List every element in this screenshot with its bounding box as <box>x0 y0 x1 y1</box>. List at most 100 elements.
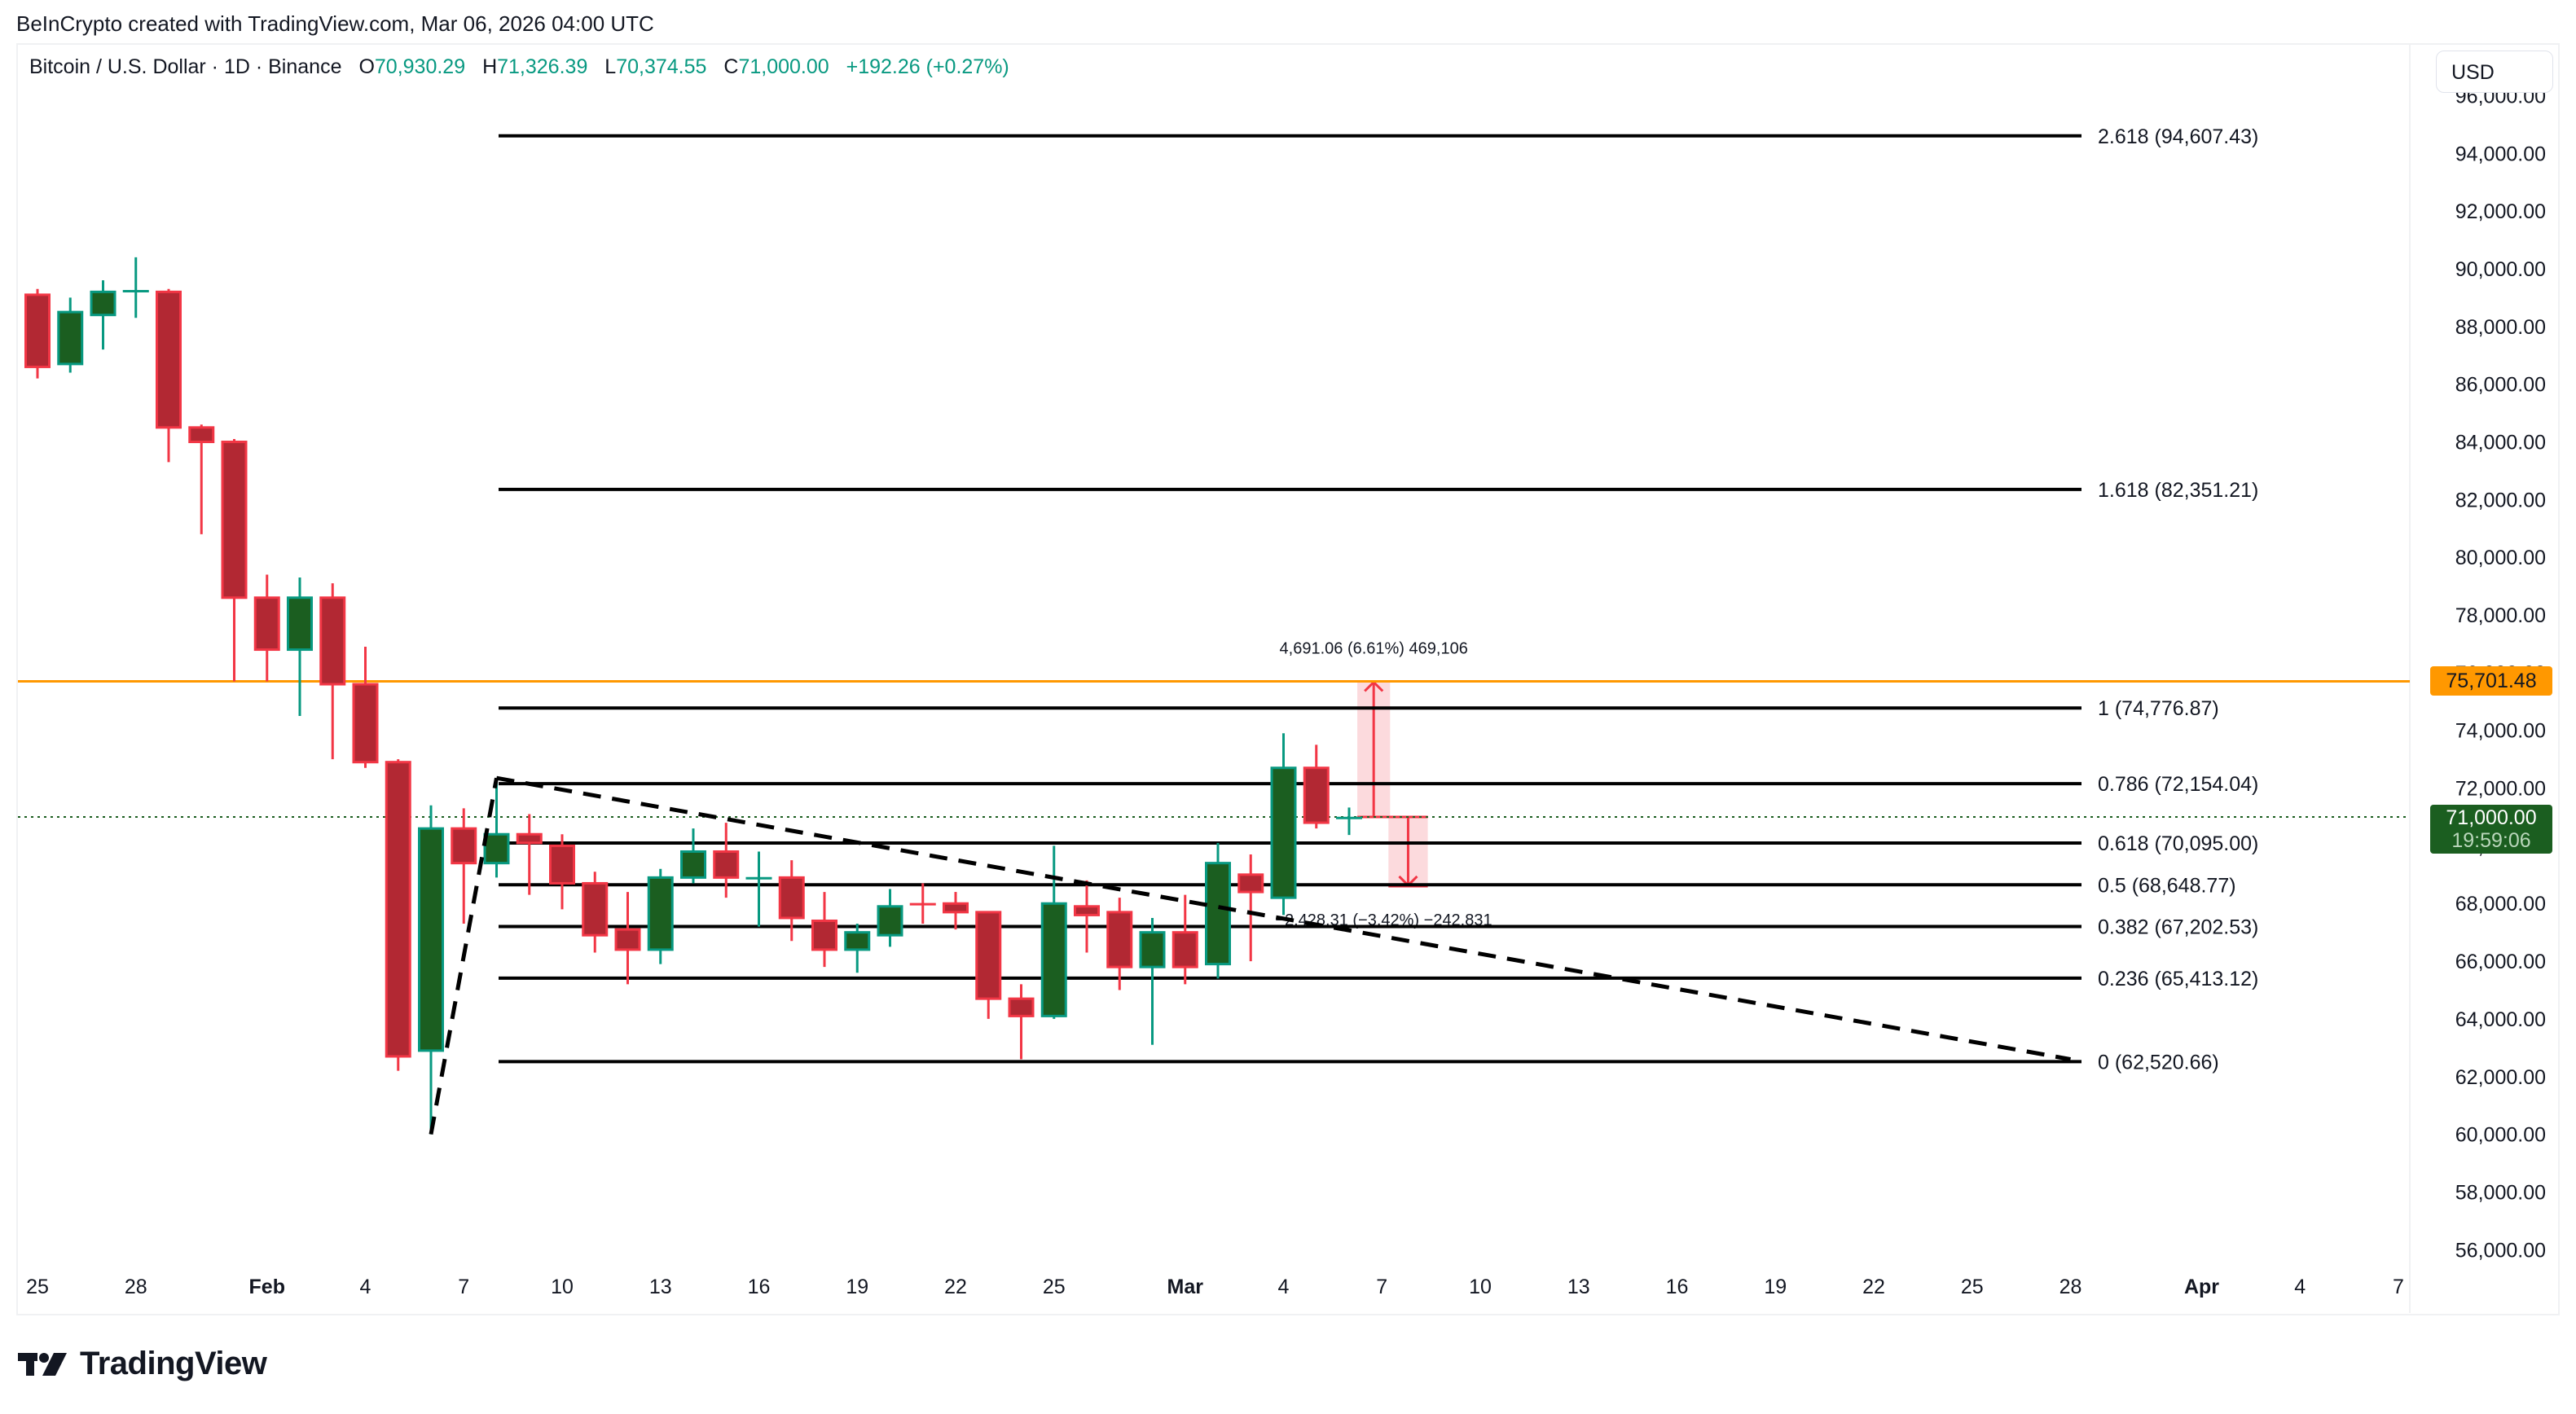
candle <box>1237 854 1264 962</box>
open-value: 70,930.29 <box>374 55 466 78</box>
time-axis-tick: 25 <box>26 1276 49 1298</box>
candle <box>221 438 248 682</box>
fib-level-label: 0.786 (72,154.04) <box>2098 773 2258 796</box>
candle <box>122 257 149 318</box>
time-axis-tick: 16 <box>748 1276 771 1298</box>
price-axis-tick: 84,000.00 <box>2455 432 2546 455</box>
candle <box>745 851 772 927</box>
candle <box>549 834 575 910</box>
price-axis-tick: 74,000.00 <box>2455 720 2546 743</box>
fib-level-label: 1.618 (82,351.21) <box>2098 479 2258 502</box>
candle <box>1336 807 1362 836</box>
high-value: 71,326.39 <box>497 55 588 78</box>
fib-level-label: 0.5 (68,648.77) <box>2098 874 2236 897</box>
time-axis-tick: 4 <box>360 1276 371 1298</box>
fib-level-label: 2.618 (94,607.43) <box>2098 125 2258 148</box>
candle <box>614 892 641 985</box>
candle <box>1008 984 1035 1060</box>
tradingview-logo[interactable]: TradingView <box>18 1346 267 1382</box>
price-axis-tick: 62,000.00 <box>2455 1066 2546 1089</box>
trendlines[interactable] <box>429 775 2071 1135</box>
currency-button[interactable]: USD <box>2436 50 2553 93</box>
price-axis-tick: 78,000.00 <box>2455 604 2546 627</box>
chart-credit: BeInCrypto created with TradingView.com,… <box>16 11 654 36</box>
candle <box>483 779 510 878</box>
last-price-tag: 71,000.00 19:59:06 <box>2430 805 2552 854</box>
close-value: 71,000.00 <box>738 55 829 78</box>
open-key: O <box>358 55 375 78</box>
price-axis-tick: 60,000.00 <box>2455 1124 2546 1147</box>
low-key: L <box>604 55 617 78</box>
candle <box>385 759 411 1071</box>
candle <box>253 574 280 682</box>
candle <box>877 889 903 947</box>
time-axis-tick: 28 <box>2059 1276 2082 1298</box>
candle <box>156 288 182 463</box>
high-key: H <box>482 55 498 78</box>
fib-level-label: 1 (74,776.87) <box>2098 697 2219 720</box>
price-axis-tick: 64,000.00 <box>2455 1008 2546 1031</box>
price-axis-tick: 56,000.00 <box>2455 1239 2546 1262</box>
time-axis-tick: 10 <box>551 1276 574 1298</box>
candle <box>582 872 609 953</box>
price-axis-tick: 72,000.00 <box>2455 778 2546 801</box>
price-axis-tick: 90,000.00 <box>2455 258 2546 281</box>
candle <box>1074 880 1100 953</box>
low-value: 70,374.55 <box>616 55 707 78</box>
fib-extension[interactable]: 2.618 (94,607.43) 1.618 (82,351.21) 1 (74,… <box>499 125 2258 1074</box>
time-axis-tick: 19 <box>846 1276 868 1298</box>
candle <box>24 288 51 379</box>
candle <box>451 808 477 924</box>
candle <box>943 892 969 930</box>
time-axis-tick: 25 <box>1043 1276 1066 1298</box>
price-axis-tick: 68,000.00 <box>2455 893 2546 916</box>
time-axis-tick: 28 <box>125 1276 147 1298</box>
tradingview-logo-icon <box>18 1352 67 1376</box>
time-axis[interactable]: 25 28 Feb 4 7 10 13 16 19 22 25 Mar 4 7 10 13 16 19 22 25 28… <box>26 1276 2404 1298</box>
candle <box>352 647 379 768</box>
candle <box>1040 845 1067 1019</box>
time-axis-tick: Mar <box>1167 1276 1204 1298</box>
symbol-legend: Bitcoin / U.S. Dollar · 1D · Binance O70… <box>29 55 1021 79</box>
candle <box>844 924 871 973</box>
time-axis-tick: 19 <box>1764 1276 1787 1298</box>
symbol-title[interactable]: Bitcoin / U.S. Dollar · 1D · Binance <box>29 55 342 78</box>
time-axis-tick: 7 <box>2393 1276 2404 1298</box>
last-price-value: 71,000.00 <box>2446 806 2537 829</box>
fib-level-label: 0 (62,520.66) <box>2098 1051 2219 1074</box>
candlesticks <box>24 257 1362 1135</box>
candle <box>287 577 313 717</box>
fib-anchor-swing-line[interactable] <box>429 777 499 1135</box>
candle <box>1270 733 1297 916</box>
candle <box>418 805 444 1135</box>
price-axis-tick: 92,000.00 <box>2455 200 2546 223</box>
price-axis-tick: 88,000.00 <box>2455 316 2546 339</box>
candle <box>811 892 837 968</box>
tradingview-wordmark: TradingView <box>80 1346 267 1381</box>
fib-level-label: 0.382 (67,202.53) <box>2098 916 2258 938</box>
time-axis-tick: 4 <box>1278 1276 1290 1298</box>
candle <box>1205 842 1231 979</box>
candle <box>90 280 116 350</box>
price-axis-tick: 80,000.00 <box>2455 547 2546 569</box>
price-axis-tick: 66,000.00 <box>2455 951 2546 973</box>
price-axis[interactable]: 94,000.00 92,000.00 90,000.00 88,000.00 86,0… <box>2455 85 2546 1262</box>
time-axis-tick: 7 <box>1376 1276 1387 1298</box>
fib-level-label: 0.618 (70,095.00) <box>2098 832 2258 855</box>
time-axis-tick: 22 <box>1862 1276 1885 1298</box>
time-axis-tick: 4 <box>2294 1276 2306 1298</box>
measure-up-label: 4,691.06 (6.61%) 469,106 <box>1280 639 1468 657</box>
candle <box>188 424 215 534</box>
candle <box>57 297 84 373</box>
time-axis-tick: 16 <box>1666 1276 1689 1298</box>
candle <box>713 823 740 898</box>
fib-level-label: 0.236 (65,413.12) <box>2098 968 2258 990</box>
time-axis-tick: 10 <box>1469 1276 1492 1298</box>
candle <box>975 911 1002 1019</box>
time-axis-tick: Feb <box>249 1276 285 1298</box>
candle <box>516 814 543 895</box>
descending-trendline-line[interactable] <box>496 775 2071 1061</box>
candle <box>909 883 936 924</box>
candle <box>1172 894 1198 985</box>
